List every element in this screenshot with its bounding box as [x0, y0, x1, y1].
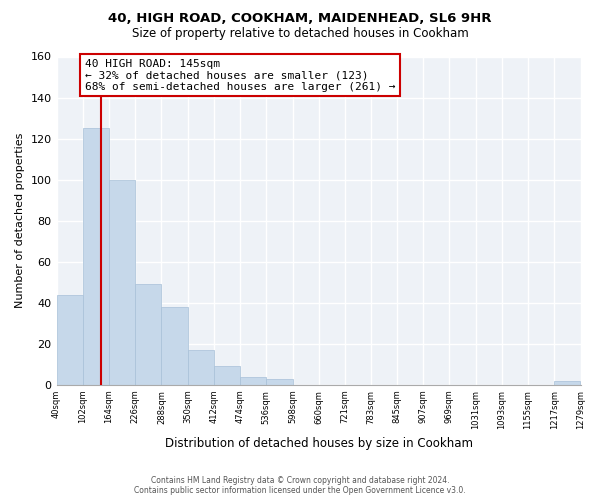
Bar [83, 128, 109, 385]
Bar [161, 307, 188, 385]
Bar [240, 376, 266, 385]
Text: Size of property relative to detached houses in Cookham: Size of property relative to detached ho… [131, 28, 469, 40]
Bar [266, 378, 293, 385]
Bar [135, 284, 161, 385]
X-axis label: Distribution of detached houses by size in Cookham: Distribution of detached houses by size … [164, 437, 473, 450]
Bar [56, 294, 83, 385]
Bar [109, 180, 135, 385]
Bar [554, 380, 580, 385]
Bar [214, 366, 240, 385]
Y-axis label: Number of detached properties: Number of detached properties [15, 133, 25, 308]
Text: 40, HIGH ROAD, COOKHAM, MAIDENHEAD, SL6 9HR: 40, HIGH ROAD, COOKHAM, MAIDENHEAD, SL6 … [108, 12, 492, 26]
Text: Contains HM Land Registry data © Crown copyright and database right 2024.
Contai: Contains HM Land Registry data © Crown c… [134, 476, 466, 495]
Text: 40 HIGH ROAD: 145sqm
← 32% of detached houses are smaller (123)
68% of semi-deta: 40 HIGH ROAD: 145sqm ← 32% of detached h… [85, 58, 395, 92]
Bar [188, 350, 214, 385]
